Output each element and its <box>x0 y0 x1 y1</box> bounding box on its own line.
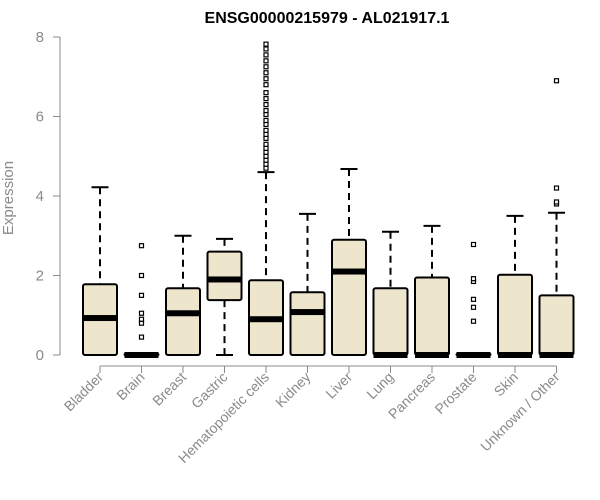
median-line <box>290 309 325 316</box>
box-group <box>165 234 201 356</box>
outlier-point <box>263 64 269 70</box>
x-tick-label: Bladder <box>61 369 107 415</box>
y-axis: 0 2 4 6 8 <box>36 29 557 367</box>
y-tick-label: 6 <box>36 109 44 126</box>
y-tick-label: 8 <box>36 29 44 46</box>
y-axis-label: Expression <box>0 161 17 235</box>
x-tick-label: Kidney <box>272 369 314 411</box>
median-line <box>166 310 200 317</box>
box-group <box>82 186 118 356</box>
median-line <box>124 352 159 358</box>
box-group <box>123 243 160 358</box>
median-line <box>207 276 242 283</box>
box-iqr <box>414 276 450 356</box>
median-line <box>332 268 366 275</box>
box-iqr <box>165 287 201 356</box>
outlier-point <box>553 78 560 84</box>
x-tick-label: Lung <box>363 369 396 402</box>
outlier-point <box>470 241 477 248</box>
outlier-point <box>263 76 269 82</box>
y-tick-label: 0 <box>36 347 44 364</box>
y-tick-label: 2 <box>36 268 44 285</box>
box-group <box>331 167 367 357</box>
box-iqr <box>206 250 243 302</box>
outlier-point <box>470 296 477 302</box>
chart-title: ENSG00000215979 - AL021917.1 <box>205 10 450 27</box>
outlier-point <box>138 292 145 298</box>
x-tick-label: Prostate <box>431 369 479 417</box>
box-iqr <box>372 287 409 356</box>
outlier-point <box>553 185 560 191</box>
outlier-point <box>470 276 477 282</box>
x-tick-label: Brain <box>113 369 147 403</box>
outlier-point <box>263 127 269 134</box>
outlier-point <box>138 310 145 316</box>
x-tick-label: Skin <box>491 369 522 400</box>
outlier-point <box>263 41 269 47</box>
outlier-point <box>553 199 560 205</box>
median-line <box>249 316 283 323</box>
outlier-point <box>263 52 269 58</box>
box-group <box>414 224 450 358</box>
outlier-point <box>138 334 145 340</box>
box-iqr <box>538 294 575 356</box>
box-group <box>289 212 326 357</box>
outlier-point <box>138 243 145 249</box>
median-line <box>456 352 491 358</box>
outlier-point <box>263 117 269 124</box>
box-iqr <box>331 238 367 357</box>
outlier-point <box>263 58 269 64</box>
outlier-point <box>138 316 145 322</box>
outlier-point <box>263 96 269 102</box>
y-tick-label: 4 <box>36 188 44 205</box>
box-iqr <box>289 291 326 357</box>
median-line <box>415 352 449 358</box>
outlier-point <box>470 304 477 310</box>
box-group <box>372 230 409 358</box>
outlier-point <box>263 141 269 147</box>
outlier-point <box>263 70 269 76</box>
outlier-point <box>470 318 477 324</box>
box-group <box>206 237 243 356</box>
outlier-point <box>263 82 269 88</box>
x-tick-label: Unknown / Other <box>477 369 563 455</box>
box-group <box>455 241 492 358</box>
boxes <box>82 41 575 358</box>
median-line <box>498 352 532 358</box>
box-iqr <box>497 273 533 356</box>
outlier-point <box>263 46 269 52</box>
outlier-point <box>263 107 269 114</box>
box-group <box>248 41 284 356</box>
median-line <box>539 352 574 358</box>
outlier-point <box>263 90 269 96</box>
outlier-point <box>263 101 269 108</box>
box-group <box>497 214 533 358</box>
x-tick-label: Liver <box>322 369 355 402</box>
median-line <box>373 352 408 358</box>
median-line <box>83 315 117 322</box>
x-tick-label: Breast <box>149 369 189 409</box>
outlier-point <box>138 272 145 279</box>
box-group <box>538 78 575 358</box>
